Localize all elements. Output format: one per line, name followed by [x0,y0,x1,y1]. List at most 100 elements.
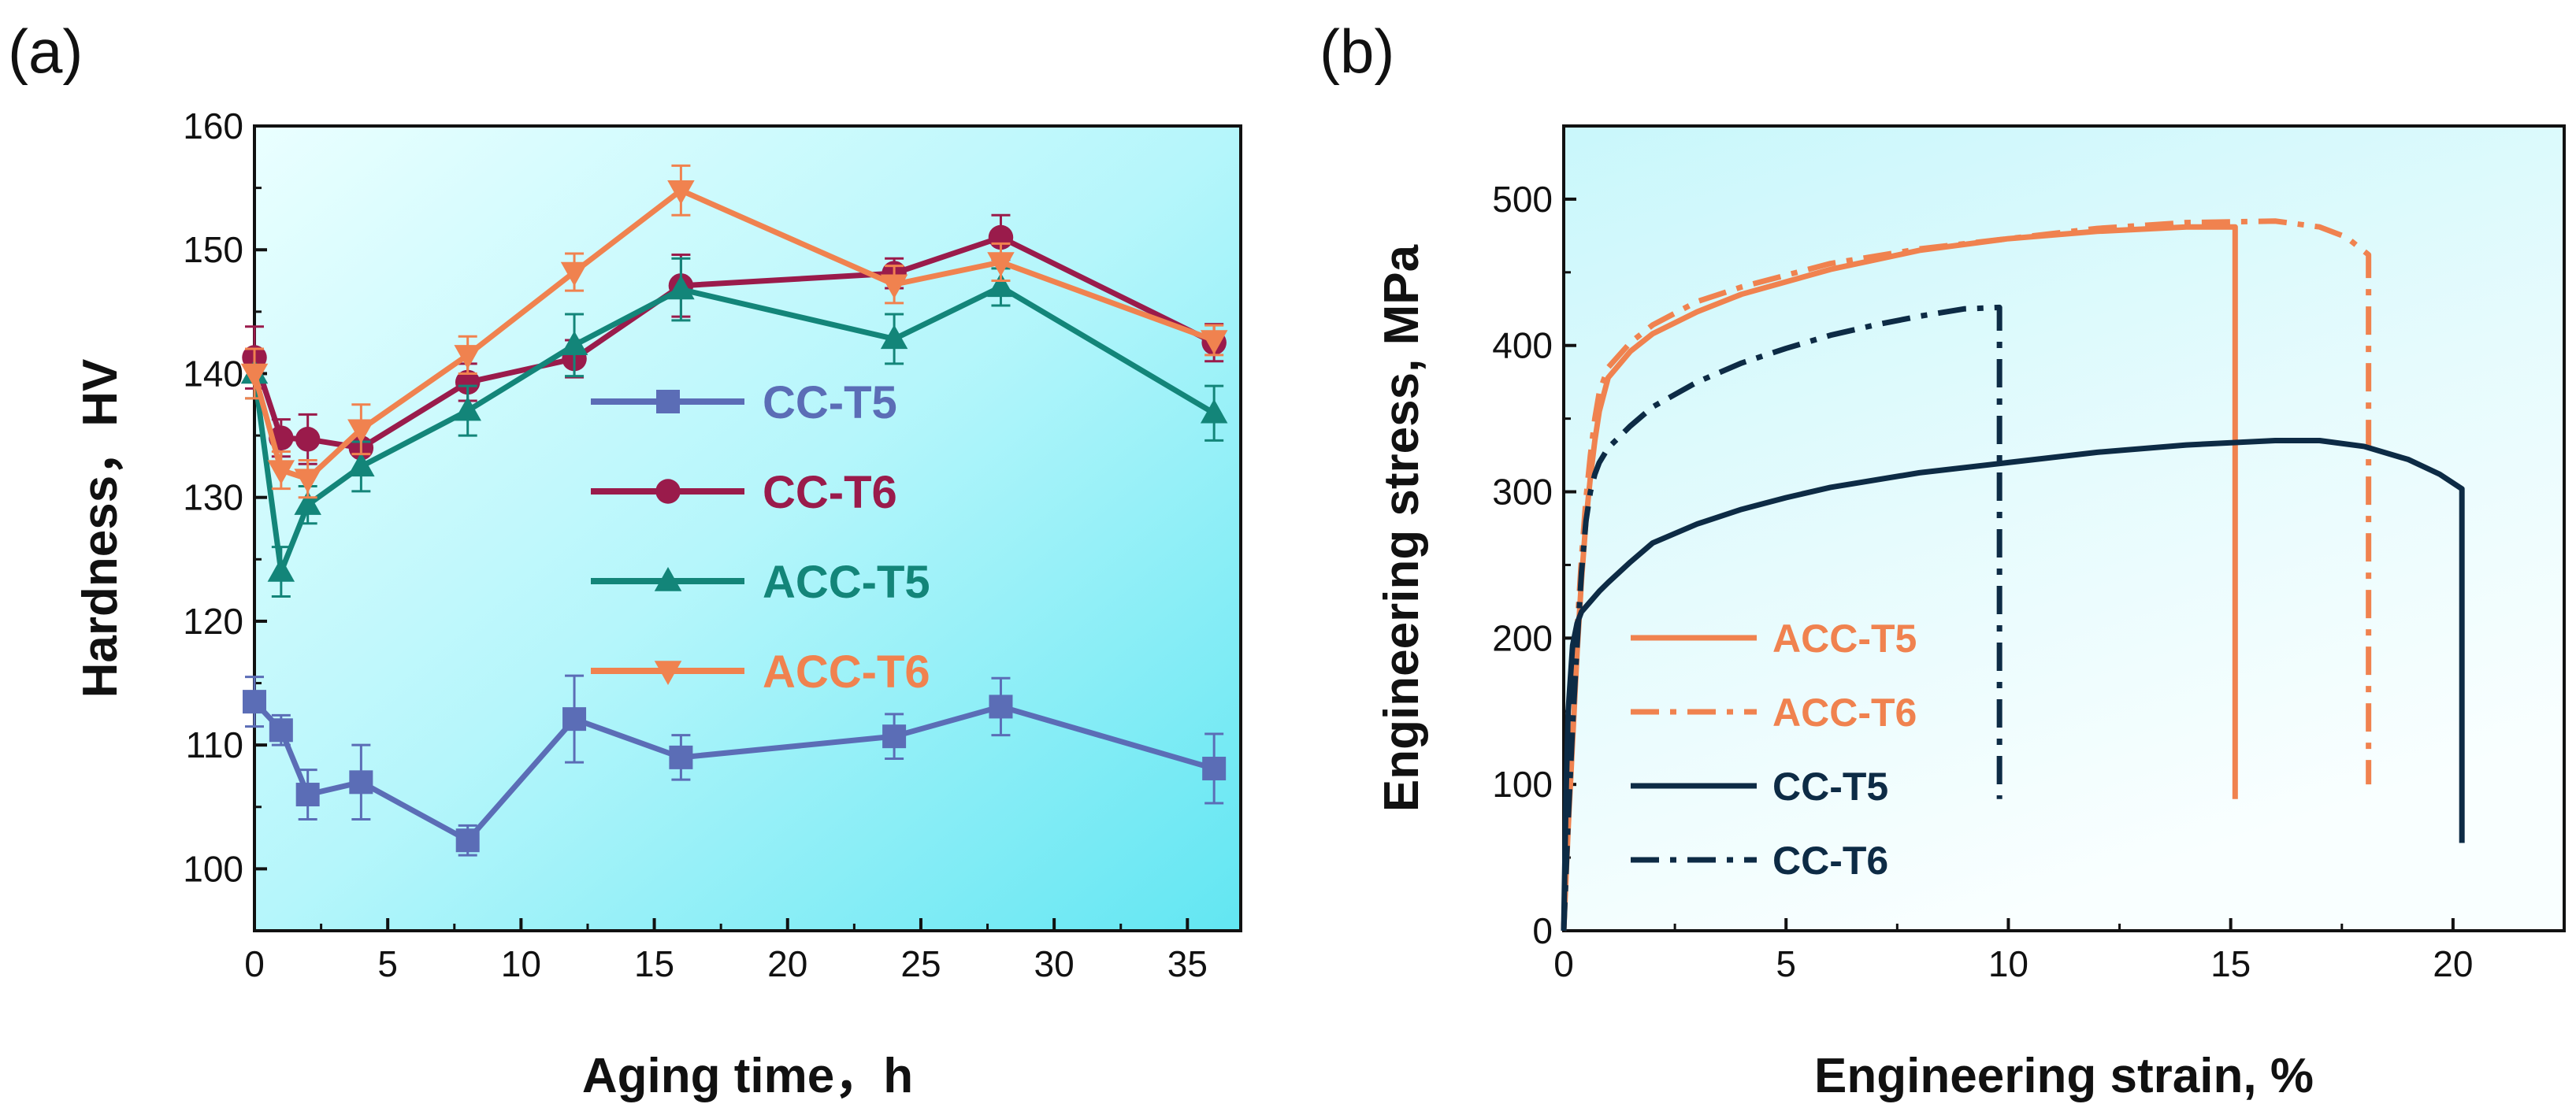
legend-label: ACC-T5 [1772,617,1917,661]
data-point [1202,757,1227,781]
panel-a-x-axis-title: Aging time，h [582,1049,913,1103]
y-tick-label: 300 [1492,472,1553,513]
legend-label: ACC-T6 [1772,691,1917,735]
panel-a-axes: 0 5 10 15 20 25 30 35 100 110 120 130 140 150 160 [183,106,1208,984]
data-point [880,274,908,299]
data-point [880,324,908,350]
series-acc-t6 [240,164,1228,499]
y-tick-label: 100 [1492,764,1553,805]
legend-label: CC-T6 [1772,839,1888,883]
data-point [269,718,293,743]
series-cc-t5 [243,674,1227,857]
data-point [347,419,375,444]
data-point [294,491,321,515]
y-tick-label: 140 [183,353,243,394]
data-point [347,452,375,477]
legend-item-acc-t6: ACC-T6 [1631,691,1917,735]
legend-swatch-marker [654,567,682,591]
data-point [667,275,695,300]
series-line-acc-t6 [251,187,1216,482]
panel-b-x-axis-title: Engineering strain, % [1814,1049,2314,1103]
data-point [349,770,373,795]
panel-b-y-axis-title: Engineering stress, MPa [1375,244,1429,812]
data-point [989,695,1013,719]
legend-label: ACC-T5 [763,557,930,608]
x-tick-label: 35 [1167,943,1208,984]
legend-label: CC-T5 [1772,765,1888,809]
x-tick-label: 25 [900,943,941,984]
x-tick-label: 15 [634,943,674,984]
panel-b-legend: ACC-T5 ACC-T6 CC-T5 CC-T6 [1631,617,1917,883]
data-point [987,252,1015,276]
y-tick-label: 150 [183,229,243,270]
series-line-cc-t6 [251,235,1216,451]
data-point [669,745,693,769]
x-tick-label: 5 [1776,943,1796,984]
legend-swatch-marker [656,390,680,413]
y-tick-label: 110 [186,724,243,765]
legend-label: CC-T5 [763,377,897,428]
legend-label: ACC-T6 [763,646,930,698]
data-point [267,558,295,582]
x-tick-label: 20 [767,943,807,984]
data-point [560,261,588,287]
data-point [987,272,1015,298]
legend-item-acc-t5: ACC-T5 [1631,617,1917,661]
data-point [243,690,266,714]
legend-label: CC-T6 [763,467,897,518]
data-point [454,345,481,369]
panel-a-letter: (a) [8,17,83,86]
data-point [295,427,321,452]
data-point [882,724,907,749]
data-point [455,828,480,853]
legend-item-acc-t5: ACC-T5 [591,557,930,608]
legend-item-cc-t5: CC-T5 [1631,765,1888,809]
series-line-acc-t5 [251,283,1216,575]
data-point [454,396,481,421]
panel-a-hardness-chart: (a) 0 5 10 15 20 25 30 35100110120130140150160 … [8,17,1242,1103]
data-point [294,469,321,494]
x-tick-label: 5 [377,943,398,984]
x-tick-label: 30 [1034,943,1075,984]
x-tick-label: 0 [1553,943,1574,984]
panel-b-plot-background [1562,124,2566,932]
data-point [295,783,320,807]
data-point [267,460,295,485]
x-tick-label: 10 [501,943,541,984]
data-point [562,707,587,732]
x-tick-label: 0 [244,943,265,984]
panel-b-series [1561,218,2465,932]
x-tick-label: 10 [1988,943,2029,984]
y-tick-label: 130 [183,477,243,518]
y-tick-label: 0 [1532,910,1553,951]
y-tick-label: 100 [183,848,243,889]
y-tick-label: 200 [1492,617,1553,658]
y-tick-label: 120 [183,601,243,642]
data-point [1200,330,1228,355]
data-point [1200,398,1228,424]
panel-a-series [240,164,1228,857]
legend-swatch-marker [654,661,682,685]
y-tick-label: 500 [1492,179,1553,220]
data-point [240,363,269,388]
legend-item-cc-t5: CC-T5 [591,377,897,428]
y-tick-label: 400 [1492,325,1553,366]
x-tick-label: 15 [2210,943,2251,984]
legend-item-cc-t6: CC-T6 [591,467,897,518]
panel-a-y-axis-title: Hardness，HV [73,359,128,698]
y-tick-label: 160 [183,106,243,146]
panel-b-letter: (b) [1320,17,1394,86]
data-point [667,180,695,205]
legend-item-cc-t6: CC-T6 [1631,839,1888,883]
series-line-cc-t5 [252,699,1216,843]
panel-a-plot-background [253,124,1242,932]
panel-a-legend: CC-T5 CC-T6 ACC-T5 ACC-T6 [591,377,930,698]
data-point [455,369,481,395]
legend-swatch-marker [655,479,681,504]
x-tick-label: 20 [2433,943,2473,984]
series-line-cc-t6 [1561,304,2003,932]
data-point [560,331,588,356]
legend-item-acc-t6: ACC-T6 [591,646,930,698]
